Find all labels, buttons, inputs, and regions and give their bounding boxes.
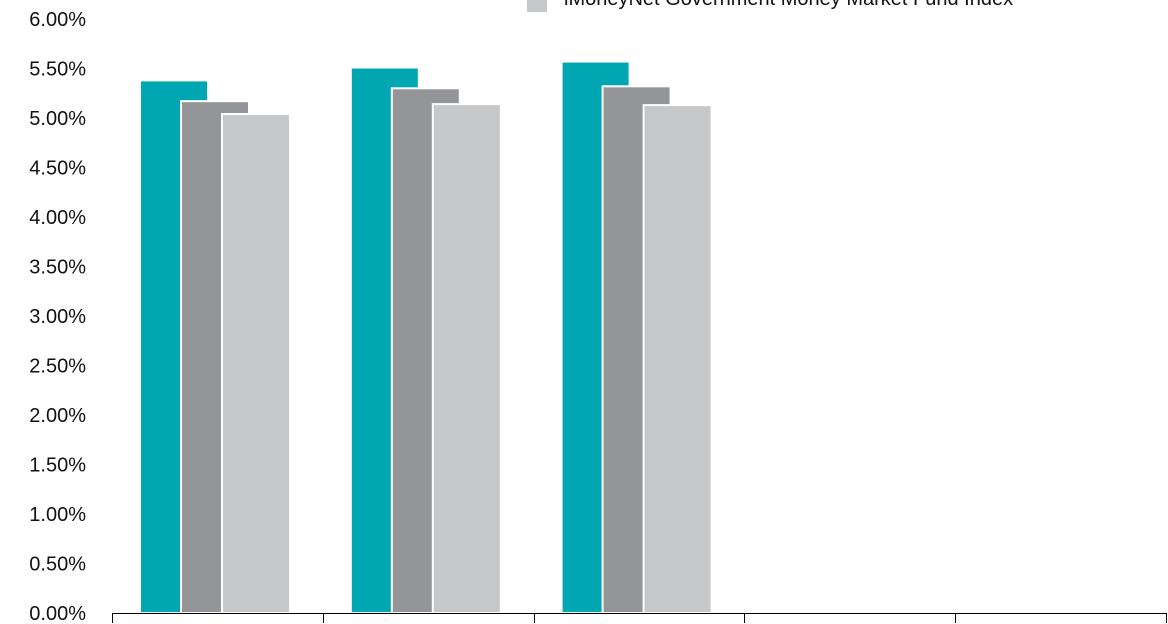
y-tick-label: 5.50% — [29, 59, 86, 81]
y-tick-label: 2.00% — [29, 405, 86, 427]
y-tick-label: 4.50% — [29, 158, 86, 180]
legend-swatch-imoneynet-index — [527, 0, 547, 12]
x-axis — [112, 613, 1167, 623]
bar-series-3 — [221, 113, 291, 614]
y-tick-label: 4.00% — [29, 207, 86, 229]
bars-group — [139, 60, 713, 615]
y-tick-label: 2.50% — [29, 356, 86, 378]
legend-label-imoneynet-index: iMoneyNet Government Money Market Fund I… — [564, 0, 1013, 10]
y-tick-label: 0.00% — [29, 603, 86, 624]
y-tick-label: 0.50% — [29, 554, 86, 576]
chart-legend: iMoneyNet Government Money Market Fund I… — [527, 0, 1013, 12]
y-tick-label: 3.50% — [29, 257, 86, 279]
y-axis: 0.00% 0.50% 1.00% 1.50% 2.00% 2.50% 3.00% 3.50%… — [29, 9, 86, 624]
y-tick-label: 1.00% — [29, 504, 86, 526]
bar-series-3 — [642, 104, 713, 614]
y-tick-label: 5.00% — [29, 108, 86, 130]
y-tick-label: 6.00% — [29, 9, 86, 31]
bar-series-3 — [431, 103, 502, 614]
y-tick-label: 1.50% — [29, 455, 86, 477]
y-tick-label: 3.00% — [29, 306, 86, 328]
